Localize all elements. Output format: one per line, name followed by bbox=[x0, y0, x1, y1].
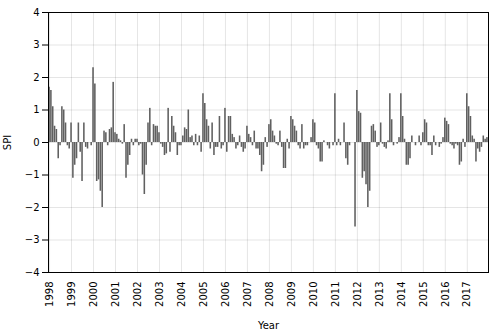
svg-text:2000: 2000 bbox=[88, 282, 99, 307]
svg-text:2017: 2017 bbox=[461, 282, 472, 307]
svg-text:2005: 2005 bbox=[198, 282, 209, 307]
svg-text:1999: 1999 bbox=[66, 282, 77, 307]
svg-text:2001: 2001 bbox=[110, 282, 121, 307]
svg-text:2014: 2014 bbox=[396, 282, 407, 307]
svg-text:2012: 2012 bbox=[352, 282, 363, 307]
svg-text:3: 3 bbox=[33, 39, 39, 50]
svg-text:2016: 2016 bbox=[440, 282, 451, 307]
svg-text:1998: 1998 bbox=[44, 282, 55, 307]
svg-text:2009: 2009 bbox=[286, 282, 297, 307]
svg-text:Year: Year bbox=[257, 320, 280, 331]
svg-text:2008: 2008 bbox=[264, 282, 275, 307]
svg-text:4: 4 bbox=[33, 7, 39, 18]
svg-text:2015: 2015 bbox=[418, 282, 429, 307]
svg-text:SPI: SPI bbox=[2, 135, 13, 150]
svg-text:2004: 2004 bbox=[176, 282, 187, 307]
svg-text:2006: 2006 bbox=[220, 282, 231, 307]
svg-text:2013: 2013 bbox=[374, 282, 385, 307]
svg-text:2010: 2010 bbox=[308, 282, 319, 307]
svg-text:1: 1 bbox=[33, 104, 39, 115]
svg-text:2011: 2011 bbox=[330, 282, 341, 307]
svg-text:−1: −1 bbox=[25, 169, 40, 180]
svg-text:2: 2 bbox=[33, 72, 39, 83]
svg-text:2003: 2003 bbox=[154, 282, 165, 307]
svg-text:−3: −3 bbox=[25, 234, 40, 245]
svg-text:2002: 2002 bbox=[132, 282, 143, 307]
svg-text:2007: 2007 bbox=[242, 282, 253, 307]
svg-text:0: 0 bbox=[33, 137, 39, 148]
svg-text:−2: −2 bbox=[25, 202, 40, 213]
svg-text:−4: −4 bbox=[25, 267, 40, 278]
